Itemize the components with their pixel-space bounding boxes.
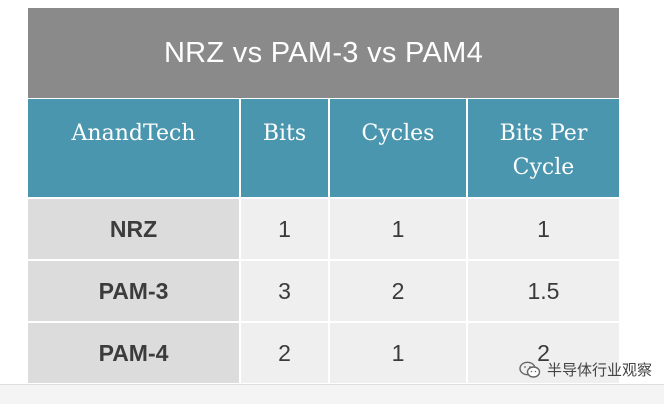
bits-cell: 3 bbox=[241, 261, 330, 321]
bits-per-cycle-cell: 1.5 bbox=[468, 261, 619, 321]
cycles-cell: 2 bbox=[330, 261, 468, 321]
watermark-text: 半导体行业观察 bbox=[546, 361, 652, 379]
header-cycles: Cycles bbox=[330, 99, 468, 197]
bits-per-cycle-cell: 1 bbox=[468, 199, 619, 259]
right-margin bbox=[619, 8, 664, 384]
row-label: PAM-3 bbox=[28, 261, 241, 321]
cycles-cell: 1 bbox=[330, 323, 468, 383]
table-row: PAM-4 2 1 2 bbox=[28, 323, 619, 383]
header-anandtech: AnandTech bbox=[28, 99, 241, 197]
row-label: NRZ bbox=[28, 199, 241, 259]
cycles-cell: 1 bbox=[330, 199, 468, 259]
table-row: PAM-3 3 2 1.5 bbox=[28, 261, 619, 321]
header-bits: Bits bbox=[241, 99, 330, 197]
row-label: PAM-4 bbox=[28, 323, 241, 383]
bits-cell: 1 bbox=[241, 199, 330, 259]
bottom-strip bbox=[0, 384, 664, 404]
wechat-icon bbox=[519, 361, 541, 378]
bits-cell: 2 bbox=[241, 323, 330, 383]
table-title: NRZ vs PAM-3 vs PAM4 bbox=[28, 8, 619, 98]
comparison-table: NRZ vs PAM-3 vs PAM4 AnandTech Bits Cycl… bbox=[28, 8, 619, 384]
table-header-row: AnandTech Bits Cycles Bits Per Cycle bbox=[28, 99, 619, 197]
bits-per-cycle-cell: 2 bbox=[468, 323, 619, 383]
table-row: NRZ 1 1 1 bbox=[28, 199, 619, 259]
watermark: 半导体行业观察 bbox=[519, 359, 652, 380]
header-bits-per-cycle: Bits Per Cycle bbox=[468, 99, 619, 197]
